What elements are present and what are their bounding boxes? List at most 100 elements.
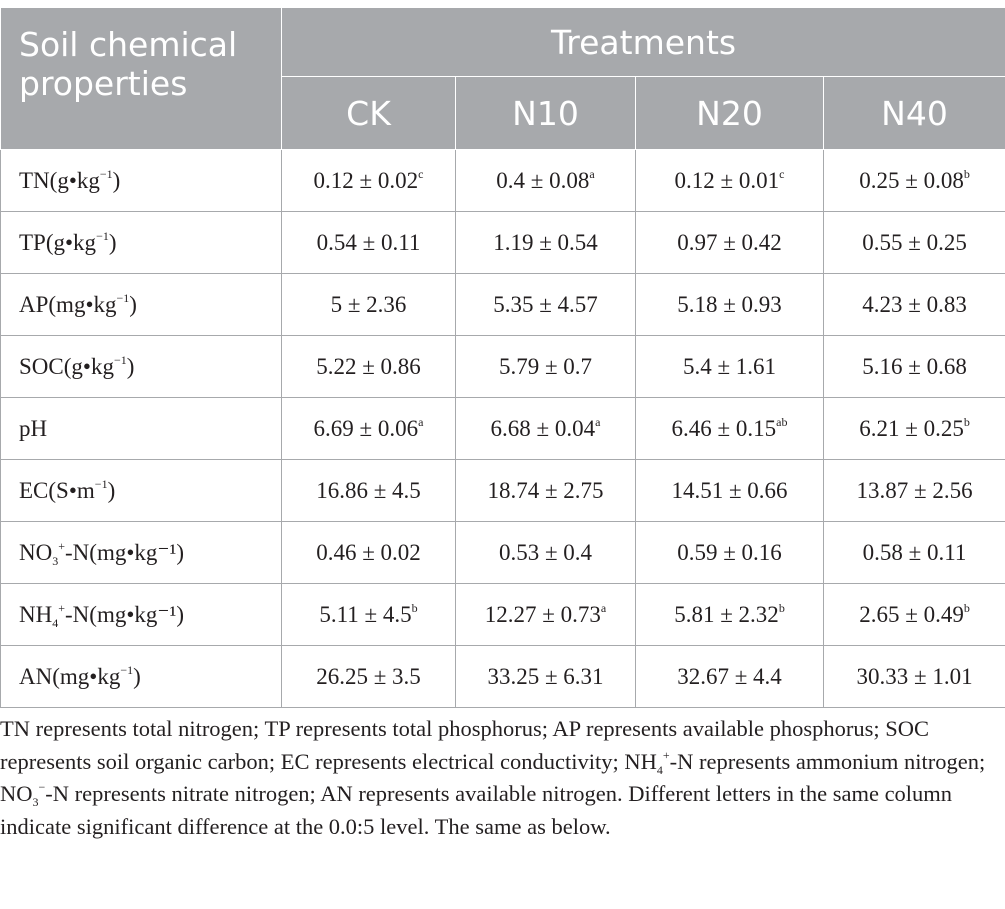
row-label: NO3+-N(mg•kg⁻¹) (0, 521, 282, 584)
table-cell: 0.58 ± 0.11 (822, 521, 1005, 584)
table-cell: 32.67 ± 4.4 (635, 645, 824, 708)
row-label: TP(g•kg−1) (0, 211, 282, 274)
cell-value: 18.74 ± 2.75 (487, 477, 604, 503)
table-cell: 0.12 ± 0.02c (281, 149, 456, 212)
table-cell: 6.46 ± 0.15ab (635, 397, 824, 460)
row-label-superscript: + (58, 600, 66, 615)
cell-value: 0.97 ± 0.42 (677, 229, 782, 255)
footnote-text: -N represents ammonium nitrogen; NO (0, 748, 986, 807)
table-cell: 5.79 ± 0.7 (455, 335, 636, 398)
cell-value: 5.16 ± 0.68 (862, 353, 967, 379)
table-cell: 0.12 ± 0.01c (635, 149, 824, 212)
table-cell: 0.46 ± 0.02 (281, 521, 456, 584)
cell-value: 6.69 ± 0.06 (313, 415, 419, 441)
cell-value: 5.18 ± 0.93 (677, 291, 782, 317)
significance-letter: a (595, 414, 601, 429)
table-cell: 14.51 ± 0.66 (635, 459, 824, 522)
table-row: AP(mg•kg−1) 5 ± 2.36 5.35 ± 4.57 5.18 ± 0.9… (0, 273, 1005, 336)
cell-value: 12.27 ± 0.73 (484, 601, 601, 627)
table-cell: 33.25 ± 6.31 (455, 645, 636, 708)
table-row: TN(g•kg−1) 0.12 ± 0.02c 0.4 ± 0.08a 0.12 ± … (0, 149, 1005, 212)
footnote-subscript: 3 (32, 795, 39, 809)
table-cell: 5.81 ± 2.32b (635, 583, 824, 646)
table-cell: 0.4 ± 0.08a (455, 149, 636, 212)
cell-value: 0.4 ± 0.08 (496, 167, 590, 193)
cell-value: 0.12 ± 0.02 (313, 167, 419, 193)
cell-value: 26.25 ± 3.5 (316, 663, 421, 689)
row-label-superscript: −1 (113, 352, 127, 367)
row-label-text: ) (133, 663, 141, 689)
significance-letter: b (411, 600, 418, 615)
row-label-text: SOC(g•kg (19, 353, 114, 379)
cell-value: 5.22 ± 0.86 (316, 353, 421, 379)
cell-value: 13.87 ± 2.56 (856, 477, 973, 503)
cell-value: 4.23 ± 0.83 (862, 291, 967, 317)
table-cell: 12.27 ± 0.73a (455, 583, 636, 646)
table-cell: 5.4 ± 1.61 (635, 335, 824, 398)
table-cell: 6.21 ± 0.25b (822, 397, 1005, 460)
table-row: EC(S•m−1) 16.86 ± 4.5 18.74 ± 2.75 14.51 ± … (0, 459, 1005, 522)
row-label-superscript: −1 (116, 290, 130, 305)
footnote-text: TN represents total nitrogen; TP represe… (0, 716, 930, 774)
cell-value: 5 ± 2.36 (330, 291, 407, 317)
row-label-text: NH (19, 601, 53, 627)
cell-value: 5.81 ± 2.32 (674, 601, 779, 627)
row-label-text: EC(S•m (19, 477, 95, 503)
table-cell: 26.25 ± 3.5 (281, 645, 456, 708)
cell-value: 30.33 ± 1.01 (856, 663, 973, 689)
table-row: AN(mg•kg−1) 26.25 ± 3.5 33.25 ± 6.31 32.67 … (0, 645, 1005, 708)
row-label-superscript: −1 (99, 166, 113, 181)
row-label-text: ) (126, 353, 135, 379)
cell-value: 6.46 ± 0.15 (671, 415, 777, 441)
table-cell: 5 ± 2.36 (281, 273, 456, 336)
row-label-subscript: 3 (52, 553, 59, 568)
row-label-superscript: −1 (120, 662, 134, 677)
property-column-header: Soil chemical properties (0, 7, 282, 150)
significance-letter: b (963, 414, 970, 429)
table-cell: 5.11 ± 4.5b (281, 583, 456, 646)
cell-value: 0.46 ± 0.02 (316, 539, 421, 565)
cell-value: 0.54 ± 0.11 (316, 229, 421, 255)
cell-value: 6.21 ± 0.25 (859, 415, 964, 441)
table-cell: 5.16 ± 0.68 (822, 335, 1005, 398)
row-label-superscript: −1 (94, 476, 108, 491)
significance-letter: b (963, 600, 970, 615)
row-label: EC(S•m−1) (0, 459, 282, 522)
row-label-text: -N(mg•kg⁻¹) (65, 539, 185, 565)
row-label-text: ) (112, 167, 121, 193)
table-cell: 5.35 ± 4.57 (455, 273, 636, 336)
row-label-text: TN(g•kg (19, 167, 100, 193)
cell-value: 16.86 ± 4.5 (316, 477, 421, 503)
footnote-text: -N represents nitrate nitrogen; AN repre… (0, 781, 953, 839)
soil-properties-table: Soil chemical properties Treatments CK N… (0, 7, 1005, 708)
group-header-ck: CK (281, 76, 456, 150)
cell-value: 0.55 ± 0.25 (862, 229, 967, 255)
table-cell: 5.18 ± 0.93 (635, 273, 824, 336)
cell-value: 32.67 ± 4.4 (677, 663, 782, 689)
group-header-n20: N20 (635, 76, 824, 150)
table-cell: 0.59 ± 0.16 (635, 521, 824, 584)
row-label-text: NO (19, 539, 53, 565)
table-cell: 0.55 ± 0.25 (822, 211, 1005, 274)
row-label-subscript: 4 (52, 615, 59, 630)
cell-value: 0.12 ± 0.01 (674, 167, 780, 193)
table-cell: 6.69 ± 0.06a (281, 397, 456, 460)
significance-letter: a (418, 414, 424, 429)
table-cell: 30.33 ± 1.01 (822, 645, 1005, 708)
cell-value: 1.19 ± 0.54 (493, 229, 598, 255)
table-cell: 5.22 ± 0.86 (281, 335, 456, 398)
table-cell: 0.97 ± 0.42 (635, 211, 824, 274)
row-label: NH4+-N(mg•kg⁻¹) (0, 583, 282, 646)
group-header-n40: N40 (822, 76, 1005, 150)
table-footnote: TN represents total nitrogen; TP represe… (0, 713, 1005, 843)
row-label-text: TP(g•kg (19, 229, 97, 255)
table-cell: 0.54 ± 0.11 (281, 211, 456, 274)
row-label: TN(g•kg−1) (0, 149, 282, 212)
row-label-text: pH (19, 415, 48, 441)
cell-value: 6.68 ± 0.04 (490, 415, 596, 441)
row-label-text: AN(mg•kg (19, 663, 121, 689)
table-cell: 1.19 ± 0.54 (455, 211, 636, 274)
significance-letter: c (418, 166, 424, 181)
row-label-superscript: −1 (96, 228, 109, 243)
row-label: AN(mg•kg−1) (0, 645, 282, 708)
